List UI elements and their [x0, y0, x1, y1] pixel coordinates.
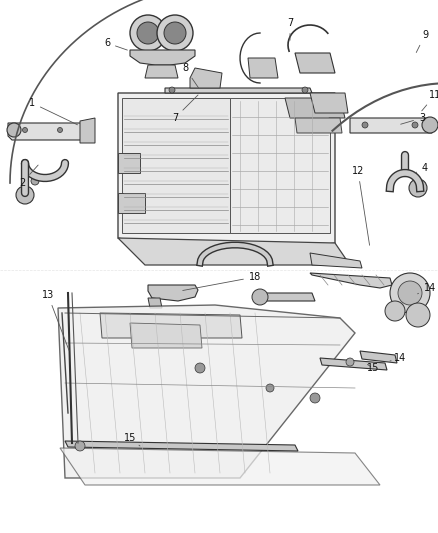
Polygon shape	[118, 93, 335, 258]
Circle shape	[346, 358, 354, 366]
Polygon shape	[60, 448, 380, 485]
Circle shape	[409, 179, 427, 197]
Text: 14: 14	[390, 353, 406, 363]
Polygon shape	[65, 441, 298, 451]
Text: 15: 15	[367, 363, 379, 373]
Circle shape	[195, 363, 205, 373]
Polygon shape	[118, 193, 145, 213]
Text: 11: 11	[422, 90, 438, 111]
Text: 7: 7	[172, 95, 198, 123]
Text: 1: 1	[29, 98, 78, 125]
Polygon shape	[285, 98, 345, 118]
Circle shape	[412, 122, 418, 128]
Text: 15: 15	[124, 433, 140, 446]
Text: 19: 19	[0, 532, 1, 533]
Circle shape	[164, 22, 186, 44]
Polygon shape	[130, 323, 202, 348]
Circle shape	[390, 273, 430, 313]
Polygon shape	[350, 118, 432, 133]
Polygon shape	[145, 65, 178, 78]
Polygon shape	[360, 351, 397, 363]
Polygon shape	[320, 358, 387, 370]
Polygon shape	[148, 285, 198, 301]
Polygon shape	[190, 68, 222, 88]
Circle shape	[31, 177, 39, 185]
Circle shape	[16, 186, 34, 204]
Polygon shape	[310, 253, 362, 268]
Polygon shape	[295, 118, 342, 133]
Polygon shape	[255, 293, 315, 301]
Polygon shape	[8, 123, 90, 140]
Polygon shape	[248, 58, 278, 78]
Text: 7: 7	[287, 18, 293, 40]
Polygon shape	[295, 53, 335, 73]
Polygon shape	[118, 153, 140, 173]
Circle shape	[157, 15, 193, 51]
Text: 14: 14	[417, 283, 436, 294]
Polygon shape	[310, 93, 348, 113]
Circle shape	[362, 122, 368, 128]
Polygon shape	[165, 88, 312, 93]
Circle shape	[266, 384, 274, 392]
Text: 18: 18	[183, 272, 261, 290]
Text: 7: 7	[0, 532, 1, 533]
Text: 6: 6	[104, 38, 127, 50]
Polygon shape	[58, 305, 355, 478]
Polygon shape	[130, 50, 195, 65]
Circle shape	[310, 393, 320, 403]
Text: 8: 8	[182, 63, 198, 88]
Circle shape	[385, 301, 405, 321]
Circle shape	[169, 87, 175, 93]
Text: 2: 2	[19, 165, 38, 188]
Polygon shape	[80, 118, 95, 143]
Polygon shape	[148, 298, 162, 308]
Circle shape	[302, 87, 308, 93]
Text: 13: 13	[42, 290, 69, 350]
Polygon shape	[310, 273, 392, 288]
Circle shape	[252, 289, 268, 305]
Polygon shape	[100, 313, 242, 338]
Circle shape	[422, 117, 438, 133]
Circle shape	[57, 127, 63, 133]
Text: 10: 10	[0, 532, 1, 533]
Text: 19: 19	[0, 532, 1, 533]
Text: 3: 3	[401, 113, 425, 124]
Circle shape	[75, 441, 85, 451]
Polygon shape	[122, 98, 230, 233]
Text: 4: 4	[415, 163, 428, 173]
Polygon shape	[230, 98, 330, 233]
Circle shape	[398, 281, 422, 305]
Circle shape	[130, 15, 166, 51]
Circle shape	[406, 303, 430, 327]
Circle shape	[137, 22, 159, 44]
Text: 12: 12	[352, 166, 370, 245]
Polygon shape	[118, 238, 350, 265]
Text: 16: 16	[0, 532, 1, 533]
Text: 9: 9	[416, 30, 428, 53]
Circle shape	[22, 127, 28, 133]
Circle shape	[7, 123, 21, 137]
